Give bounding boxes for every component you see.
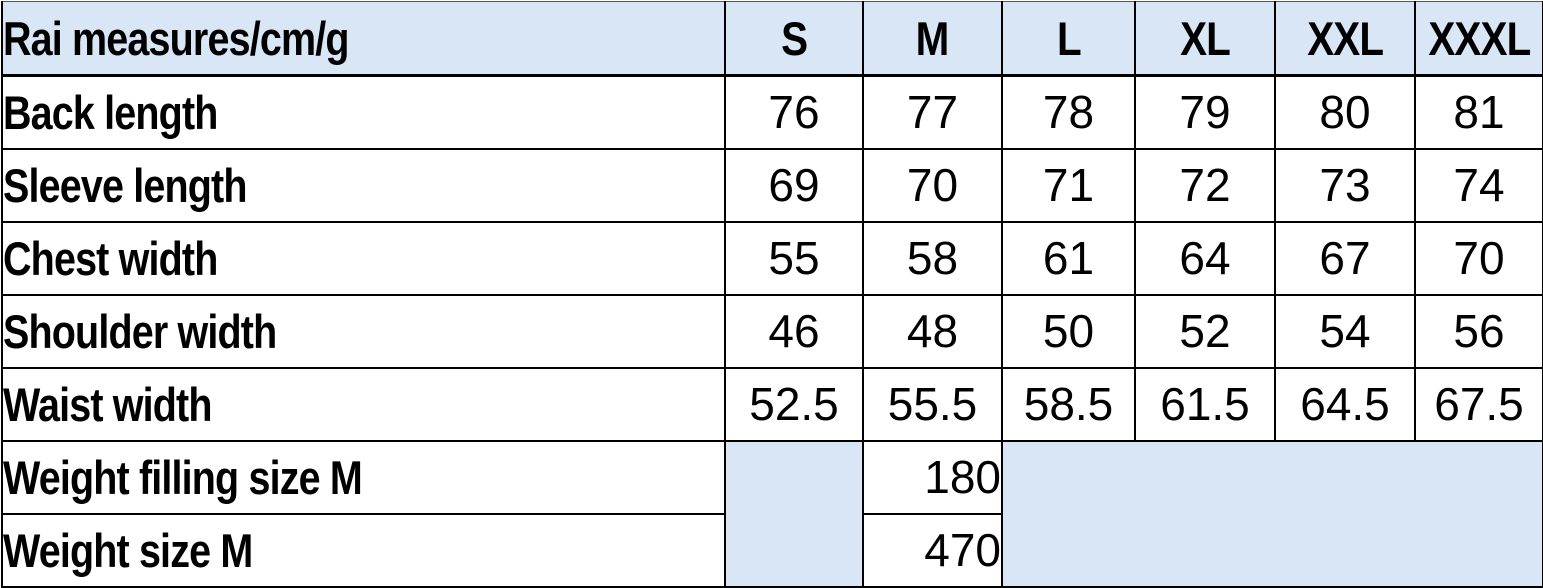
value-cell: 46 (724, 293, 864, 369)
value-cell: 76 (724, 74, 864, 150)
header-cell-s: S (724, 1, 864, 77)
row-label-text: Back length (3, 85, 218, 139)
value-cell: 67 (1274, 220, 1416, 296)
header-label-xxl: XXL (1306, 11, 1384, 65)
value-cell: 70 (1414, 220, 1543, 296)
value-cell: 61.5 (1134, 366, 1276, 442)
table-row-waist-width: Waist width 52.5 55.5 58.5 61.5 64.5 67.… (1, 366, 1543, 442)
header-cell-l: L (1001, 1, 1136, 77)
table-row-chest-width: Chest width 55 58 61 64 67 70 (1, 220, 1543, 296)
value-cell: 64.5 (1274, 366, 1416, 442)
row-label-text: Weight filling size M (3, 450, 363, 504)
corner-header-label: Rai measures/cm/g (3, 11, 349, 65)
corner-header-cell: Rai measures/cm/g (1, 1, 726, 77)
value-cell: 55.5 (862, 366, 1003, 442)
value-cell: 70 (862, 147, 1003, 223)
header-label-xl: XL (1180, 11, 1231, 65)
row-label-text: Waist width (3, 377, 212, 431)
row-label-waist-width: Waist width (1, 366, 726, 442)
value-cell-weight-filling-m: 180 (862, 439, 1003, 515)
value-cell: 56 (1414, 293, 1543, 369)
header-cell-m: M (862, 1, 1003, 77)
header-row: Rai measures/cm/g S M L XL XXL XXXL (1, 1, 1543, 77)
value-cell: 58 (862, 220, 1003, 296)
value-cell: 48 (862, 293, 1003, 369)
row-label-text: Chest width (3, 231, 218, 285)
row-label-weight-filling: Weight filling size M (1, 439, 726, 515)
value-cell: 73 (1274, 147, 1416, 223)
row-label-text: Weight size M (3, 523, 253, 577)
table-row-shoulder-width: Shoulder width 46 48 50 52 54 56 (1, 293, 1543, 369)
value-cell: 55 (724, 220, 864, 296)
header-label-l: L (1056, 11, 1082, 65)
value-cell: 72 (1134, 147, 1276, 223)
row-label-text: Shoulder width (3, 304, 277, 358)
header-label-m: M (916, 11, 950, 65)
value-cell: 80 (1274, 74, 1416, 150)
header-cell-xl: XL (1134, 1, 1276, 77)
value-cell: 54 (1274, 293, 1416, 369)
value-cell: 71 (1001, 147, 1136, 223)
value-cell: 52.5 (724, 366, 864, 442)
table-row-back-length: Back length 76 77 78 79 80 81 (1, 74, 1543, 150)
header-cell-xxxl: XXXL (1414, 1, 1543, 77)
value-cell: 61 (1001, 220, 1136, 296)
row-label-text: Sleeve length (3, 158, 247, 212)
table-row-weight-filling: Weight filling size M 180 (1, 439, 1543, 588)
row-label-shoulder-width: Shoulder width (1, 293, 726, 369)
row-label-back-length: Back length (1, 74, 726, 150)
empty-merged-cell-s (724, 439, 864, 588)
table-row-sleeve-length: Sleeve length 69 70 71 72 73 74 (1, 147, 1543, 223)
value-cell: 64 (1134, 220, 1276, 296)
value-cell: 69 (724, 147, 864, 223)
value-cell: 77 (862, 74, 1003, 150)
value-cell: 50 (1001, 293, 1136, 369)
row-label-chest-width: Chest width (1, 220, 726, 296)
value-cell: 58.5 (1001, 366, 1136, 442)
value-cell-weight-m: 470 (862, 512, 1003, 588)
header-cell-xxl: XXL (1274, 1, 1416, 77)
header-label-s: S (780, 11, 808, 65)
value-cell: 79 (1134, 74, 1276, 150)
value-cell: 78 (1001, 74, 1136, 150)
empty-merged-cell-l-xxxl (1001, 439, 1543, 588)
header-label-xxxl: XXXL (1427, 11, 1531, 65)
row-label-sleeve-length: Sleeve length (1, 147, 726, 223)
table-row-weight: Weight size M 470 (1, 512, 1543, 588)
value-cell: 74 (1414, 147, 1543, 223)
value-cell: 52 (1134, 293, 1276, 369)
row-label-weight: Weight size M (1, 512, 726, 588)
value-cell: 67.5 (1414, 366, 1543, 442)
value-cell: 81 (1414, 74, 1543, 150)
